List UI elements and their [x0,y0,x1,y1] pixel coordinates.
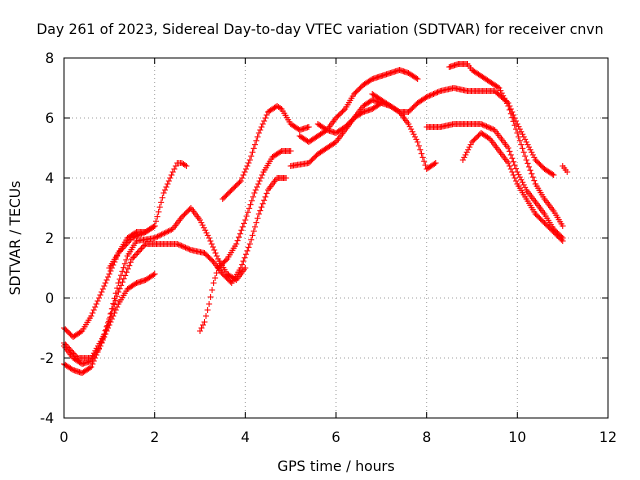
x-axis-label: GPS time / hours [277,459,394,475]
series-arc-e [61,175,290,361]
grid-lines [64,58,608,418]
data-point-markers [559,163,571,175]
data-point-markers [219,103,312,202]
y-tick-label: 0 [45,291,54,307]
series-arc-g [219,103,312,202]
data-point-markers [296,67,421,145]
y-tick-label: 4 [45,171,54,187]
series-arc-j [314,100,439,172]
y-tick-label: 6 [45,111,54,127]
y-tick-label: -2 [40,351,54,367]
x-tick-label: 6 [332,430,341,446]
x-tick-label: 12 [599,430,617,446]
series-arc-b [106,160,190,271]
x-tick-label: 2 [150,430,159,446]
x-tick-label: 0 [60,430,69,446]
data-point-markers [423,121,566,241]
data-point-markers [459,130,566,244]
data-points [61,61,571,376]
data-point-markers [106,160,190,271]
y-tick-label: 8 [45,51,54,67]
data-point-markers [61,175,290,361]
axis-ticks: 0 2 4 6 8 10 12 -4 -2 0 2 4 6 8 [40,51,617,446]
series-arc-l [423,121,566,241]
data-point-markers [314,100,439,172]
x-tick-label: 8 [422,430,431,446]
series-arc-m [459,130,566,244]
series-arc-o [559,163,571,175]
series-arc-f [197,148,294,334]
x-tick-label: 4 [241,430,250,446]
data-point-markers [446,61,566,229]
y-tick-label: -4 [40,411,54,427]
y-axis-label: SDTVAR / TECUs [8,181,24,296]
chart-title: Day 261 of 2023, Sidereal Day-to-day VTE… [37,22,604,38]
data-point-markers [197,148,294,334]
series-arc-h [296,67,421,145]
y-tick-label: 2 [45,231,54,247]
x-tick-label: 10 [508,430,526,446]
series-arc-n [446,61,566,229]
